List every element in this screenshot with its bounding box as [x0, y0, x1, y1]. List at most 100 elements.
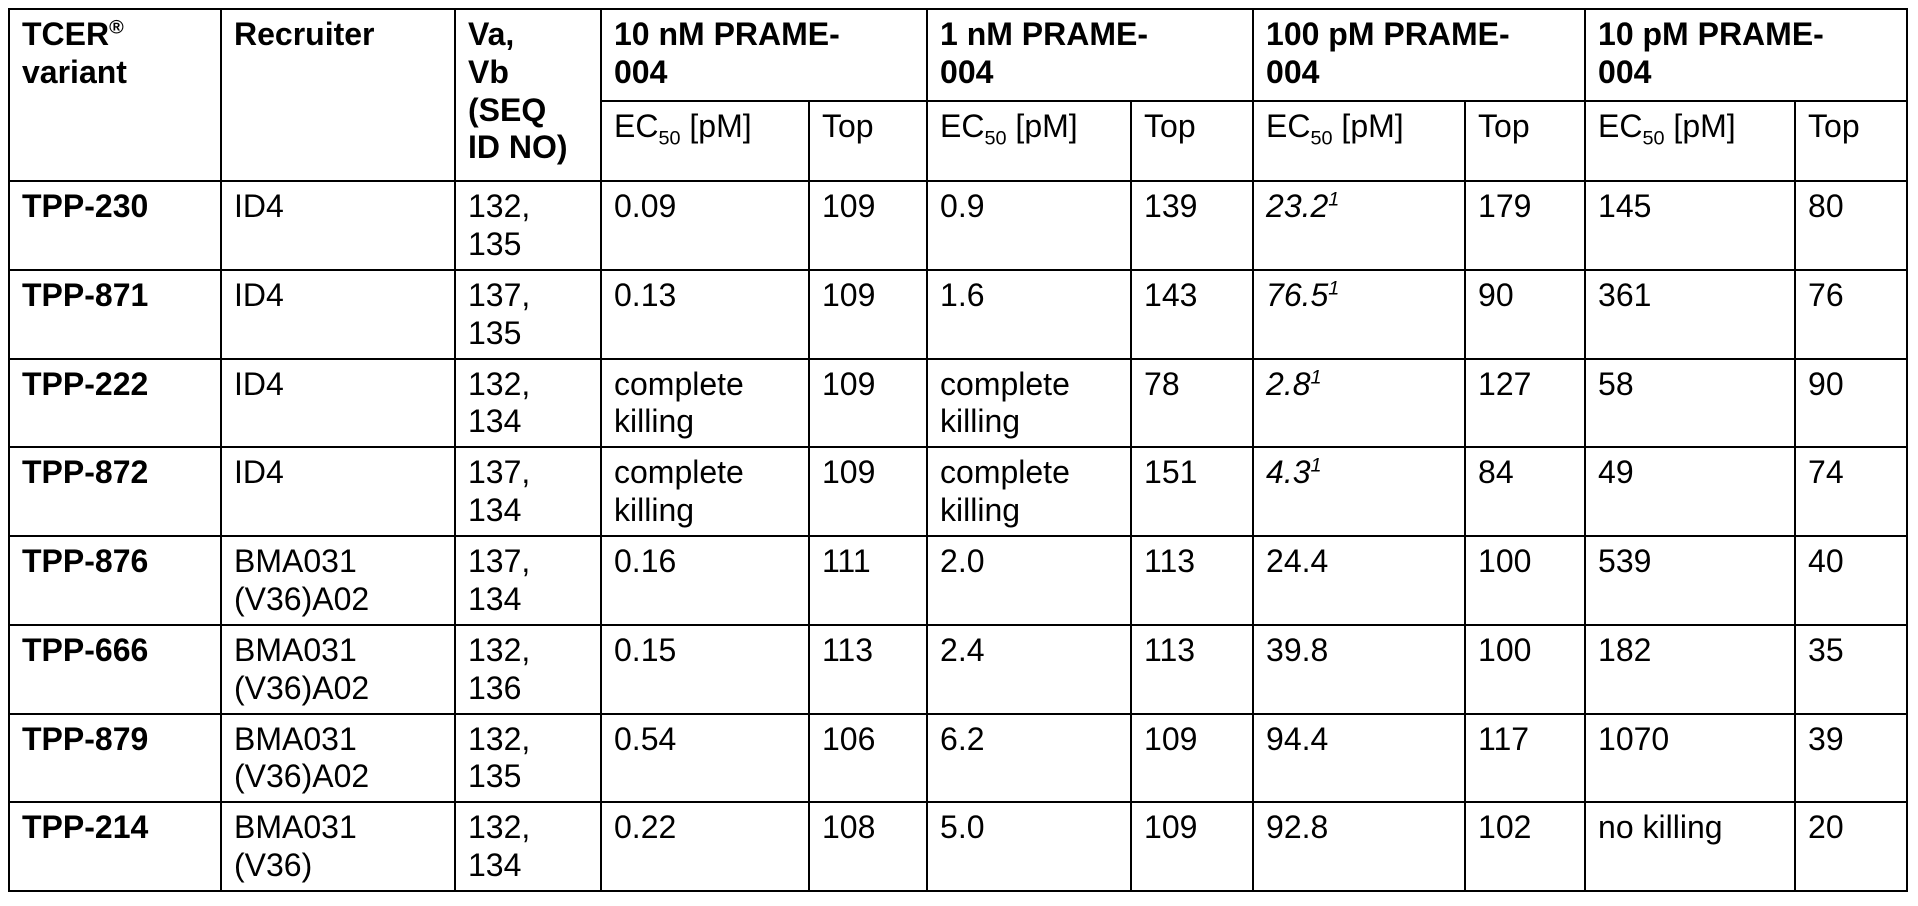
- cell-ec50-10pm: 145: [1584, 180, 1797, 271]
- cell-top-10nm: 111: [807, 535, 929, 626]
- cell-seq-id: 137, 135: [454, 268, 602, 360]
- cell-ec50-10pm: 1070: [1584, 712, 1797, 804]
- cell-ec50-1nm: 5.0: [926, 801, 1133, 892]
- cell-top-1nm: 109: [1130, 712, 1255, 804]
- header-tcer-variant: TCER® variant: [8, 8, 222, 182]
- cell-top-1nm: 78: [1130, 357, 1255, 449]
- cell-ec50-10nm: complete killing: [600, 446, 810, 537]
- header-top: Top: [807, 100, 929, 182]
- cell-ec50-10pm: no killing: [1584, 801, 1797, 892]
- cell-top-10pm: 90: [1794, 357, 1909, 449]
- cell-top-1nm: 113: [1130, 535, 1255, 626]
- table-body: TCER® variant Recruiter Va, Vb (SEQ ID N…: [8, 8, 1909, 892]
- cell-top-100pm: 102: [1464, 801, 1587, 892]
- cell-ec50-100pm: 94.4: [1252, 712, 1467, 804]
- cell-recruiter: ID4: [220, 446, 456, 537]
- cell-seq-id: 137, 134: [454, 446, 602, 537]
- header-top: Top: [1464, 100, 1587, 182]
- cell-variant: TPP-871: [8, 268, 222, 360]
- header-group-100pm: 100 pM PRAME- 004: [1252, 8, 1587, 102]
- cell-top-10nm: 108: [807, 801, 929, 892]
- cell-top-100pm: 84: [1464, 446, 1587, 537]
- header-group-10pm: 10 pM PRAME- 004: [1584, 8, 1909, 102]
- header-row-sub: EC50 [pM] Top EC50 [pM] Top EC50 [pM] To…: [9, 100, 1909, 182]
- cell-ec50-10pm: 539: [1584, 535, 1797, 626]
- cell-top-100pm: 100: [1464, 535, 1587, 626]
- cell-top-10pm: 40: [1794, 535, 1909, 626]
- cell-ec50-1nm: 2.4: [926, 623, 1133, 715]
- cell-seq-id: 137, 134: [454, 535, 602, 626]
- cell-top-10nm: 109: [807, 357, 929, 449]
- cell-top-10pm: 39: [1794, 712, 1909, 804]
- cell-ec50-100pm: 39.8: [1252, 623, 1467, 715]
- cell-top-100pm: 127: [1464, 357, 1587, 449]
- cell-top-10nm: 113: [807, 623, 929, 715]
- cell-top-1nm: 139: [1130, 180, 1255, 271]
- header-ec50: EC50 [pM]: [926, 100, 1133, 182]
- cell-ec50-1nm: 1.6: [926, 268, 1133, 360]
- cell-top-10nm: 109: [807, 268, 929, 360]
- cell-top-10nm: 109: [807, 446, 929, 537]
- cell-ec50-1nm: 6.2: [926, 712, 1133, 804]
- results-table: TCER® variant Recruiter Va, Vb (SEQ ID N…: [8, 8, 1909, 892]
- header-va-vb: Va, Vb (SEQ ID NO): [454, 8, 602, 182]
- cell-top-10pm: 80: [1794, 180, 1909, 271]
- cell-top-1nm: 151: [1130, 446, 1255, 537]
- table-row: TPP-871 ID4 137, 135 0.13 109 1.6 143 76.…: [8, 268, 1909, 360]
- header-top: Top: [1794, 100, 1909, 182]
- header-ec50: EC50 [pM]: [1584, 100, 1797, 182]
- cell-recruiter: ID4: [220, 268, 456, 360]
- cell-ec50-10nm: 0.15: [600, 623, 810, 715]
- cell-top-1nm: 109: [1130, 801, 1255, 892]
- cell-variant: TPP-872: [8, 446, 222, 537]
- cell-ec50-10pm: 49: [1584, 446, 1797, 537]
- cell-top-100pm: 179: [1464, 180, 1587, 271]
- table-row: TPP-230 ID4 132, 135 0.09 109 0.9 139 23.…: [8, 180, 1909, 271]
- cell-ec50-10nm: complete killing: [600, 357, 810, 449]
- cell-ec50-1nm: 0.9: [926, 180, 1133, 271]
- header-row-groups: TCER® variant Recruiter Va, Vb (SEQ ID N…: [8, 8, 1909, 182]
- cell-top-10nm: 109: [807, 180, 929, 271]
- cell-variant: TPP-230: [8, 180, 222, 271]
- cell-ec50-10pm: 182: [1584, 623, 1797, 715]
- cell-ec50-100pm: 23.21: [1252, 180, 1467, 271]
- cell-ec50-10nm: 0.16: [600, 535, 810, 626]
- cell-ec50-10nm: 0.13: [600, 268, 810, 360]
- table-row: TPP-879 BMA031 (V36)A02 132, 135 0.54 106 …: [8, 712, 1909, 804]
- cell-ec50-10pm: 58: [1584, 357, 1797, 449]
- header-group-1nm: 1 nM PRAME- 004: [926, 8, 1255, 102]
- cell-ec50-10nm: 0.22: [600, 801, 810, 892]
- header-ec50: EC50 [pM]: [600, 100, 810, 182]
- cell-top-10pm: 20: [1794, 801, 1909, 892]
- cell-recruiter: BMA031 (V36)A02: [220, 535, 456, 626]
- cell-seq-id: 132, 134: [454, 801, 602, 892]
- cell-top-100pm: 90: [1464, 268, 1587, 360]
- cell-variant: TPP-222: [8, 357, 222, 449]
- header-ec50: EC50 [pM]: [1252, 100, 1467, 182]
- cell-seq-id: 132, 135: [454, 712, 602, 804]
- cell-seq-id: 132, 134: [454, 357, 602, 449]
- cell-variant: TPP-879: [8, 712, 222, 804]
- cell-top-10nm: 106: [807, 712, 929, 804]
- cell-recruiter: BMA031 (V36): [220, 801, 456, 892]
- table-row: TPP-872 ID4 137, 134 complete killing 109 …: [8, 446, 1909, 537]
- cell-ec50-1nm: 2.0: [926, 535, 1133, 626]
- header-top: Top: [1130, 100, 1255, 182]
- cell-ec50-100pm: 92.8: [1252, 801, 1467, 892]
- cell-recruiter: BMA031 (V36)A02: [220, 712, 456, 804]
- cell-ec50-100pm: 4.31: [1252, 446, 1467, 537]
- cell-top-1nm: 113: [1130, 623, 1255, 715]
- cell-top-10pm: 74: [1794, 446, 1909, 537]
- cell-top-10pm: 35: [1794, 623, 1909, 715]
- cell-top-100pm: 117: [1464, 712, 1587, 804]
- cell-seq-id: 132, 135: [454, 180, 602, 271]
- table-row: TPP-876 BMA031 (V36)A02 137, 134 0.16 111 …: [8, 535, 1909, 626]
- cell-variant: TPP-876: [8, 535, 222, 626]
- cell-ec50-10pm: 361: [1584, 268, 1797, 360]
- table-row: TPP-666 BMA031 (V36)A02 132, 136 0.15 113 …: [8, 623, 1909, 715]
- cell-ec50-10nm: 0.09: [600, 180, 810, 271]
- cell-ec50-100pm: 76.51: [1252, 268, 1467, 360]
- cell-ec50-1nm: complete killing: [926, 357, 1133, 449]
- header-recruiter: Recruiter: [220, 8, 456, 182]
- table-row: TPP-222 ID4 132, 134 complete killing 109 …: [8, 357, 1909, 449]
